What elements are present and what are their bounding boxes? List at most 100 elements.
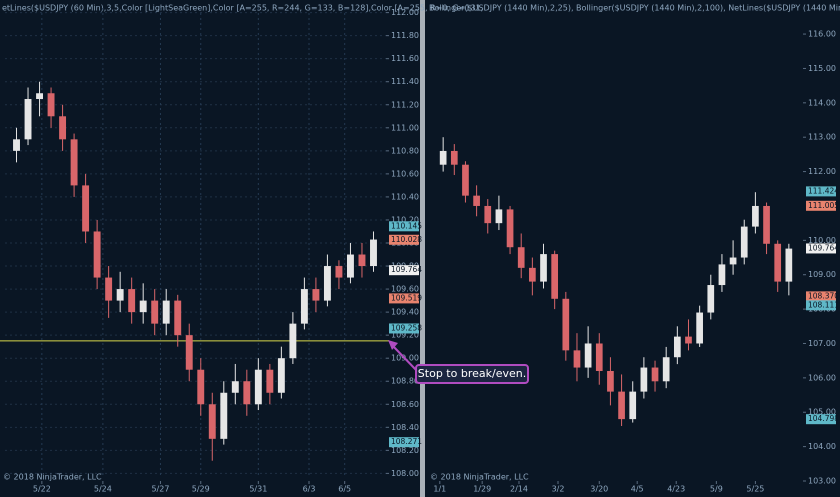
candle-body: [70, 139, 78, 186]
y-tick-label: 111.60: [391, 54, 419, 63]
panel-divider: [420, 0, 425, 497]
price-marker-label: 104.798: [808, 414, 839, 423]
x-tick-label: 5/25: [746, 485, 764, 494]
chart-title: etLines($USDJPY (60 Min),3,5,Color [Ligh…: [2, 4, 483, 13]
x-tick-label: 5/22: [33, 485, 51, 494]
x-tick-label: 1/1: [433, 485, 446, 494]
y-tick-label: 109.40: [391, 308, 419, 317]
price-marker: [806, 200, 836, 211]
candle-body: [707, 285, 715, 313]
candle-body: [93, 231, 101, 278]
candle-body: [323, 266, 331, 301]
copyright: © 2018 NinjaTrader, LLC: [3, 473, 102, 482]
price-marker-label: 109.519: [391, 293, 422, 302]
price-marker: [806, 291, 836, 302]
candle-body: [618, 391, 625, 420]
y-tick-label: 114.00: [808, 98, 836, 107]
candle-body: [607, 370, 614, 392]
candle-body: [162, 300, 170, 324]
price-marker-label: 108.271: [391, 437, 422, 446]
x-tick-label: 6/5: [338, 485, 351, 494]
candle-body: [785, 248, 793, 282]
x-tick-label: 5/27: [151, 485, 169, 494]
x-tick-label: 5/31: [249, 485, 267, 494]
y-tick-label: 104.00: [808, 442, 836, 451]
candle-body: [729, 257, 737, 265]
candle-body: [312, 289, 320, 301]
y-tick-label: 116.00: [808, 30, 836, 39]
candle-body: [740, 226, 748, 258]
candle-body: [462, 164, 469, 196]
y-tick-label: 108.00: [391, 469, 419, 478]
candle-body: [450, 150, 458, 165]
candle-body: [266, 369, 274, 393]
candle-body: [595, 343, 603, 371]
candle-body: [629, 391, 637, 420]
candle-body: [506, 209, 514, 248]
y-tick-label: 110.40: [391, 192, 419, 201]
price-marker: [389, 323, 419, 334]
y-tick-label: 106.00: [808, 373, 836, 382]
x-tick-label: 2/14: [510, 485, 528, 494]
annotation: Stop to break/even.: [388, 340, 529, 384]
candle-body: [128, 289, 136, 313]
candle-body: [185, 335, 193, 370]
candle-body: [335, 266, 343, 278]
price-marker-label: 110.028: [391, 235, 422, 244]
candle-body: [231, 381, 239, 393]
candle-body: [59, 116, 67, 140]
candle-body: [529, 267, 536, 282]
y-tick-label: 111.40: [391, 77, 419, 86]
annotation-box: [415, 364, 529, 384]
y-tick-label: 108.80: [391, 377, 419, 386]
candle-body: [24, 99, 32, 140]
candle-body: [685, 336, 692, 344]
price-marker-label: 110.145: [391, 221, 422, 230]
price-marker-label: 108.370: [808, 291, 839, 300]
candle-body: [197, 369, 205, 405]
price-marker-label: 111.005: [808, 201, 839, 210]
candle-body: [254, 369, 262, 405]
y-tick-label: 111.00: [391, 123, 419, 132]
y-tick-label: 111.80: [391, 31, 419, 40]
candle-body: [151, 300, 159, 324]
candle-body: [174, 300, 182, 336]
price-marker: [389, 221, 419, 232]
candle-body: [300, 289, 308, 324]
candle-body: [277, 358, 285, 393]
y-tick-label: 112.00: [808, 167, 836, 176]
candle-body: [347, 254, 354, 278]
x-tick-label: 5/24: [94, 485, 112, 494]
candle-body: [662, 357, 670, 382]
candle-body: [640, 367, 648, 392]
y-tick-label: 110.00: [808, 236, 836, 245]
price-marker: [389, 234, 419, 245]
candle-body: [243, 381, 251, 405]
candle-body: [289, 323, 297, 359]
candle-body: [584, 343, 592, 368]
x-tick-label: 4/23: [667, 485, 685, 494]
price-marker: [806, 186, 836, 197]
y-tick-label: 108.40: [391, 423, 419, 432]
price-marker-label: 111.424: [808, 186, 839, 195]
x-tick-label: 3/20: [590, 485, 608, 494]
candle-body: [495, 209, 503, 224]
x-tick-label: 5/9: [710, 485, 723, 494]
price-marker: [806, 300, 836, 311]
candle-body: [358, 254, 366, 267]
candle-body: [82, 185, 90, 232]
x-tick-label: 4/5: [631, 485, 644, 494]
price-marker-label: 108.111: [808, 300, 839, 309]
price-marker-label: 109.764: [391, 265, 422, 274]
candle-body: [651, 367, 659, 382]
candle-body: [116, 289, 124, 301]
candle-body: [752, 205, 759, 227]
candle-body: [47, 93, 55, 117]
x-tick-label: 3/2: [552, 485, 565, 494]
y-tick-label: 115.00: [808, 64, 836, 73]
candle-body: [562, 298, 570, 351]
candle-body: [439, 150, 447, 165]
candle-body: [208, 404, 216, 439]
y-tick-label: 110.20: [391, 215, 419, 224]
candle-body: [763, 205, 770, 244]
